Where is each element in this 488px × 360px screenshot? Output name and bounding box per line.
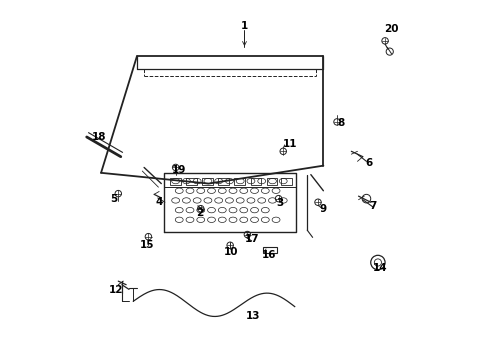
- Text: 15: 15: [140, 239, 154, 249]
- Text: 14: 14: [372, 263, 386, 273]
- Text: 19: 19: [171, 165, 185, 175]
- Text: 11: 11: [283, 139, 297, 149]
- Text: 10: 10: [223, 247, 238, 257]
- Text: 17: 17: [244, 234, 259, 244]
- Text: 8: 8: [336, 118, 344, 128]
- Text: 20: 20: [384, 24, 398, 35]
- Text: 18: 18: [92, 132, 106, 142]
- Text: 7: 7: [368, 201, 376, 211]
- Text: 12: 12: [109, 285, 123, 296]
- Text: 13: 13: [246, 311, 260, 320]
- Text: 1: 1: [241, 21, 247, 31]
- Text: 2: 2: [196, 208, 203, 218]
- Text: 5: 5: [110, 194, 117, 204]
- Text: 6: 6: [365, 158, 372, 168]
- Text: 16: 16: [261, 250, 276, 260]
- Text: 4: 4: [155, 197, 163, 207]
- Bar: [263, 247, 277, 253]
- Text: 3: 3: [275, 198, 283, 208]
- Text: 9: 9: [319, 204, 325, 215]
